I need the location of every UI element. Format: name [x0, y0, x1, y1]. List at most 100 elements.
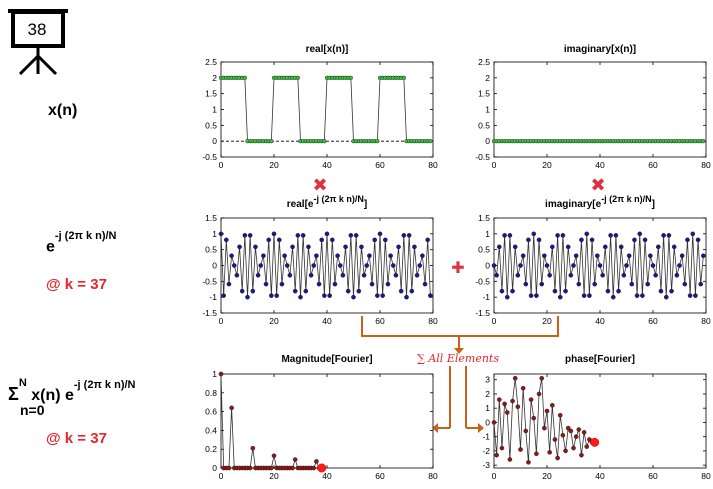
chart-title: imaginary[x(n)]	[564, 44, 636, 55]
data-point	[550, 403, 555, 408]
data-point	[568, 272, 574, 278]
x-tick-label: 60	[375, 316, 385, 326]
chart-phase_fourier: phase[Fourier] 0 20 40 60 80 -3 -2 -1 0 1 2 3	[482, 354, 711, 481]
data-point	[547, 272, 552, 278]
data-point	[367, 253, 372, 259]
data-point	[637, 231, 643, 237]
data-point	[584, 231, 590, 237]
data-point	[306, 244, 311, 250]
x-tick-label: 20	[542, 316, 552, 326]
data-point	[314, 253, 319, 259]
data-point	[499, 445, 505, 451]
x-tick-label: 80	[428, 316, 438, 326]
y-tick-label: 0	[485, 261, 490, 271]
data-point	[396, 244, 401, 250]
data-point	[369, 281, 375, 287]
x-tick-label: 80	[701, 471, 711, 481]
x-tick-label: 40	[322, 316, 332, 326]
data-point	[502, 233, 507, 238]
chart-title: phase[Fourier]	[565, 354, 635, 365]
y-tick-label: 1	[485, 403, 490, 413]
data-point	[504, 294, 510, 300]
k-label-1: @ k = 37	[46, 276, 107, 293]
data-point	[565, 244, 571, 250]
data-point	[247, 233, 253, 238]
data-point	[693, 293, 698, 298]
data-point	[229, 253, 234, 259]
data-point	[218, 371, 224, 377]
y-tick-label: -1	[209, 292, 217, 302]
data-point	[504, 410, 510, 415]
data-point	[589, 237, 595, 243]
data-point	[518, 263, 523, 268]
data-point	[645, 281, 651, 287]
x-tick-label: 20	[542, 471, 552, 481]
data-point	[263, 281, 269, 287]
data-point	[218, 231, 224, 237]
data-point	[496, 244, 502, 250]
exp-label: e-j (2π k n)/N	[46, 230, 117, 256]
data-point	[303, 288, 309, 294]
data-point	[618, 244, 624, 250]
data-point	[539, 375, 545, 381]
data-point	[322, 293, 327, 298]
data-point	[666, 233, 672, 238]
data-point	[701, 139, 706, 144]
data-point	[557, 294, 563, 300]
x-tick-label: 80	[428, 160, 438, 170]
data-point	[531, 231, 537, 237]
data-point	[284, 263, 290, 268]
k-label-2: @ k = 37	[46, 430, 107, 447]
x-tick-label: 0	[492, 316, 497, 326]
data-point	[327, 293, 332, 298]
easel-icon	[8, 9, 68, 76]
data-point	[544, 408, 550, 414]
data-point	[319, 237, 325, 243]
arrow-head-down	[454, 348, 464, 354]
data-point	[547, 450, 552, 455]
frame-number: 38	[27, 20, 47, 39]
data-point	[512, 375, 518, 381]
y-tick-label: 1	[212, 105, 217, 115]
y-tick-label: -0.5	[202, 152, 217, 162]
y-tick-label: -1.5	[202, 308, 217, 318]
data-point	[624, 263, 629, 268]
y-tick-label: 1.5	[205, 213, 217, 223]
data-point	[520, 385, 526, 391]
y-tick-label: -3	[482, 460, 490, 470]
data-point	[642, 237, 648, 243]
data-point	[404, 294, 409, 300]
x-tick-label: 20	[269, 471, 279, 481]
data-point	[231, 263, 237, 268]
data-point	[261, 253, 266, 259]
y-tick-label: 2.5	[205, 57, 217, 67]
data-point	[526, 460, 531, 465]
arrow-head-left	[432, 423, 438, 433]
data-point	[329, 237, 335, 243]
data-point	[239, 288, 245, 294]
data-point	[581, 293, 587, 298]
data-point	[515, 404, 521, 410]
data-point	[274, 293, 279, 298]
data-point	[550, 244, 555, 250]
data-point	[515, 272, 521, 278]
data-point	[592, 281, 598, 287]
data-point	[621, 272, 627, 278]
data-point	[576, 427, 582, 432]
data-point	[557, 413, 563, 418]
data-point	[292, 457, 298, 462]
chart-mag_fourier: Magnitude[Fourier] 0 20 40 60 80 0 0.2 0.4 0.6 0.8…	[205, 354, 438, 481]
data-point	[613, 233, 619, 238]
xn-label: x(n)	[48, 102, 78, 119]
x-tick-label: 0	[492, 471, 497, 481]
y-tick-label: 0.2	[205, 444, 217, 454]
data-point	[518, 447, 523, 452]
x-tick-label: 0	[219, 471, 224, 481]
sum-upper-limit: N	[18, 376, 27, 389]
data-point	[568, 428, 574, 434]
data-point	[385, 281, 391, 287]
data-point	[565, 425, 571, 431]
data-point	[372, 237, 378, 243]
y-tick-label: 1	[212, 229, 217, 239]
data-point	[393, 272, 399, 278]
